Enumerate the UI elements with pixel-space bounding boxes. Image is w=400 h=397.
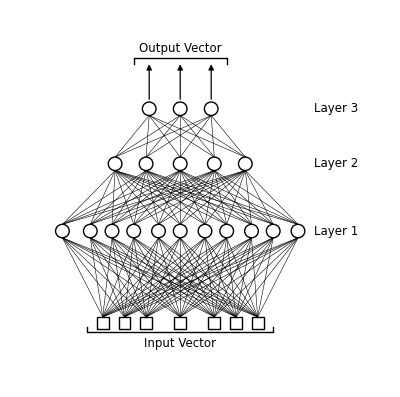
FancyBboxPatch shape	[230, 317, 242, 329]
FancyBboxPatch shape	[140, 317, 152, 329]
FancyBboxPatch shape	[208, 317, 220, 329]
Circle shape	[139, 157, 153, 171]
FancyBboxPatch shape	[174, 317, 186, 329]
FancyBboxPatch shape	[252, 317, 264, 329]
Circle shape	[173, 224, 187, 238]
Circle shape	[245, 224, 258, 238]
Circle shape	[127, 224, 140, 238]
Circle shape	[208, 157, 221, 171]
Circle shape	[238, 157, 252, 171]
Text: Layer 3: Layer 3	[314, 102, 358, 115]
Circle shape	[220, 224, 234, 238]
Circle shape	[84, 224, 97, 238]
Circle shape	[56, 224, 69, 238]
Circle shape	[142, 102, 156, 116]
Text: Input Vector: Input Vector	[144, 337, 216, 350]
Circle shape	[152, 224, 165, 238]
Text: Layer 2: Layer 2	[314, 157, 358, 170]
FancyBboxPatch shape	[97, 317, 108, 329]
Circle shape	[108, 157, 122, 171]
Circle shape	[173, 102, 187, 116]
Text: Output Vector: Output Vector	[139, 42, 222, 55]
Circle shape	[204, 102, 218, 116]
Circle shape	[198, 224, 212, 238]
FancyBboxPatch shape	[118, 317, 130, 329]
Circle shape	[105, 224, 119, 238]
Text: Layer 1: Layer 1	[314, 225, 358, 237]
Circle shape	[173, 157, 187, 171]
Circle shape	[266, 224, 280, 238]
Circle shape	[291, 224, 305, 238]
